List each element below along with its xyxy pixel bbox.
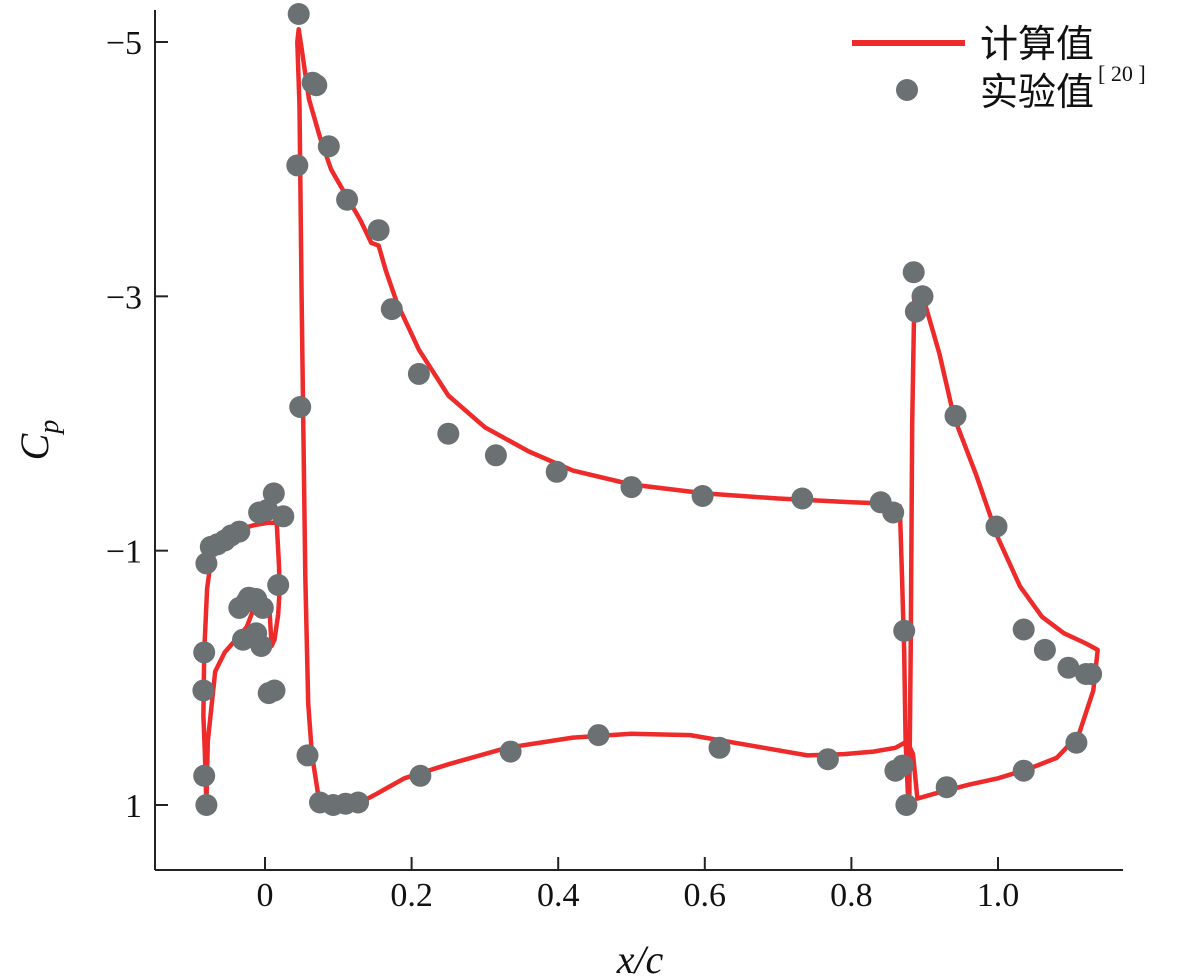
- exp-point: [272, 505, 295, 528]
- y-tick-label: −5: [106, 25, 142, 62]
- x-axis-label: x/c: [616, 937, 664, 979]
- y-tick-label: 1: [125, 788, 142, 825]
- exp-point: [262, 482, 285, 505]
- exp-point: [309, 791, 331, 814]
- exp-point: [816, 748, 839, 771]
- exp-point: [620, 476, 643, 499]
- exp-point: [287, 3, 310, 25]
- exp-point: [296, 744, 319, 767]
- exp-point: [257, 682, 280, 705]
- exp-point: [195, 552, 218, 575]
- experimental-series: [192, 3, 1103, 816]
- y-tick-label: −3: [106, 279, 142, 316]
- plot-area: [192, 3, 1103, 816]
- x-ticks: 0 0.2 0.4 0.6 0.8 1.0: [257, 857, 1020, 914]
- exp-point: [1065, 731, 1088, 754]
- x-tick-label: 0.6: [684, 877, 727, 914]
- exp-point: [1012, 618, 1035, 641]
- exp-point: [691, 485, 714, 507]
- legend-calc-label: 计算值: [980, 22, 1094, 66]
- exp-point: [1080, 663, 1103, 685]
- exp-point: [985, 515, 1008, 538]
- exp-point: [286, 154, 309, 177]
- x-tick-label: 0.8: [830, 877, 873, 914]
- exp-point: [192, 679, 215, 702]
- svg-text:Cp: Cp: [12, 420, 65, 461]
- calc-line-segment-2: [295, 27, 1100, 808]
- legend: 计算值 实验值 [ 20 ]: [852, 22, 1146, 114]
- exp-point: [944, 404, 967, 427]
- exp-point: [336, 188, 359, 211]
- svg-text:x/c: x/c: [616, 937, 664, 979]
- y-tick-label: −1: [106, 534, 142, 571]
- exp-point: [380, 298, 403, 321]
- exp-point: [1033, 638, 1056, 661]
- exp-point: [228, 520, 251, 543]
- exp-point: [891, 754, 914, 777]
- exp-point: [301, 71, 324, 94]
- x-tick-label: 1.0: [977, 877, 1020, 914]
- exp-point: [195, 794, 218, 816]
- exp-point: [587, 724, 610, 747]
- exp-point: [499, 740, 522, 763]
- x-tick-label: 0.4: [537, 877, 580, 914]
- exp-point: [895, 794, 918, 816]
- exp-point: [902, 261, 925, 284]
- exp-point: [407, 362, 430, 385]
- exp-point: [1012, 759, 1035, 782]
- exp-point: [882, 501, 905, 524]
- exp-point: [193, 764, 216, 787]
- legend-exp-ref: [ 20 ]: [1098, 61, 1146, 86]
- exp-point: [232, 628, 254, 651]
- exp-point: [228, 596, 251, 619]
- legend-exp-label: 实验值: [980, 70, 1094, 114]
- exp-point: [289, 396, 312, 418]
- exp-point: [317, 135, 340, 158]
- exp-point: [251, 596, 274, 619]
- x-tick-label: 0: [257, 877, 274, 914]
- exp-point: [893, 619, 916, 642]
- exp-point: [1057, 656, 1080, 679]
- x-tick-label: 0.2: [390, 877, 433, 914]
- exp-point: [267, 574, 290, 596]
- exp-point: [484, 444, 507, 467]
- exp-point: [545, 460, 568, 483]
- y-ticks: −5 −3 −1 1: [106, 25, 168, 825]
- legend-exp-swatch: [896, 79, 918, 101]
- exp-point: [791, 487, 814, 510]
- exp-point: [935, 776, 958, 799]
- y-axis-label: Cp: [12, 420, 65, 461]
- exp-point: [409, 764, 432, 787]
- exp-point: [437, 422, 460, 445]
- exp-point: [708, 736, 731, 759]
- exp-point: [911, 285, 934, 308]
- exp-point: [367, 219, 390, 242]
- exp-point: [193, 641, 216, 664]
